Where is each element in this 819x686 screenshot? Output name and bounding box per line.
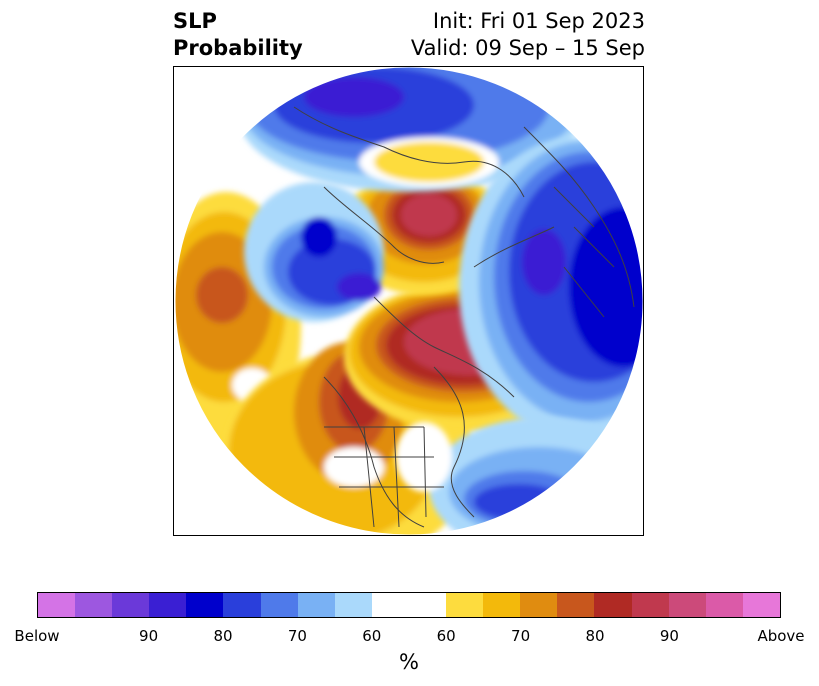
colorbar-tick-label: 90: [139, 627, 159, 645]
colorbar-segment-13: [520, 593, 558, 617]
colorbar-tick-label: 70: [511, 627, 531, 645]
colorbar-tick-label: 80: [585, 627, 605, 645]
colorbar-segment-15: [594, 593, 632, 617]
chart-title-right: Init: Fri 01 Sep 2023 Valid: 09 Sep – 15…: [411, 8, 645, 62]
colorbar-segment-0: [38, 593, 76, 617]
north-pacific-below-anomaly: [244, 182, 384, 322]
title-variable: SLP: [173, 9, 217, 33]
colorbar-segment-8: [334, 593, 372, 617]
polar-map: [174, 67, 643, 535]
colorbar-segment-3: [149, 593, 187, 617]
coastlines-and-borders: [293, 106, 635, 528]
colorbar-tick-label: Below: [14, 627, 60, 645]
colorbar-segment-4: [186, 593, 224, 617]
colorbar-segment-7: [297, 593, 335, 617]
title-product: Probability: [173, 36, 303, 60]
colorbar-segment-2: [112, 593, 150, 617]
colorbar-segment-16: [631, 593, 669, 617]
colorbar-segment-19: [742, 593, 780, 617]
colorbar-tick-label: 80: [213, 627, 233, 645]
colorbar-tick-label: 70: [287, 627, 307, 645]
map-panel: [173, 66, 644, 536]
colorbar-segment-18: [705, 593, 743, 617]
colorbar-segment-1: [75, 593, 113, 617]
valid-period-label: Valid: 09 Sep – 15 Sep: [410, 36, 645, 60]
colorbar-segment-17: [668, 593, 706, 617]
colorbar-unit-label: %: [399, 650, 419, 674]
colorbar-segment-6: [260, 593, 298, 617]
colorbar-segment-12: [483, 593, 521, 617]
colorbar-segment-14: [557, 593, 595, 617]
colorbar-tick-label: Above: [757, 627, 805, 645]
chart-title-left: SLP Probability: [173, 8, 303, 62]
colorbar-tick-label: 60: [436, 627, 456, 645]
colorbar-tick-label: 90: [659, 627, 679, 645]
colorbar-segment-10: [408, 593, 447, 617]
colorbar-segment-9: [371, 593, 409, 617]
domain-edge: [174, 67, 643, 535]
init-date-label: Init: Fri 01 Sep 2023: [432, 9, 645, 33]
colorbar-tick-label: 60: [362, 627, 382, 645]
colorbar-segment-11: [446, 593, 484, 617]
colorbar-segment-5: [223, 593, 261, 617]
probability-colorbar: [37, 592, 781, 618]
